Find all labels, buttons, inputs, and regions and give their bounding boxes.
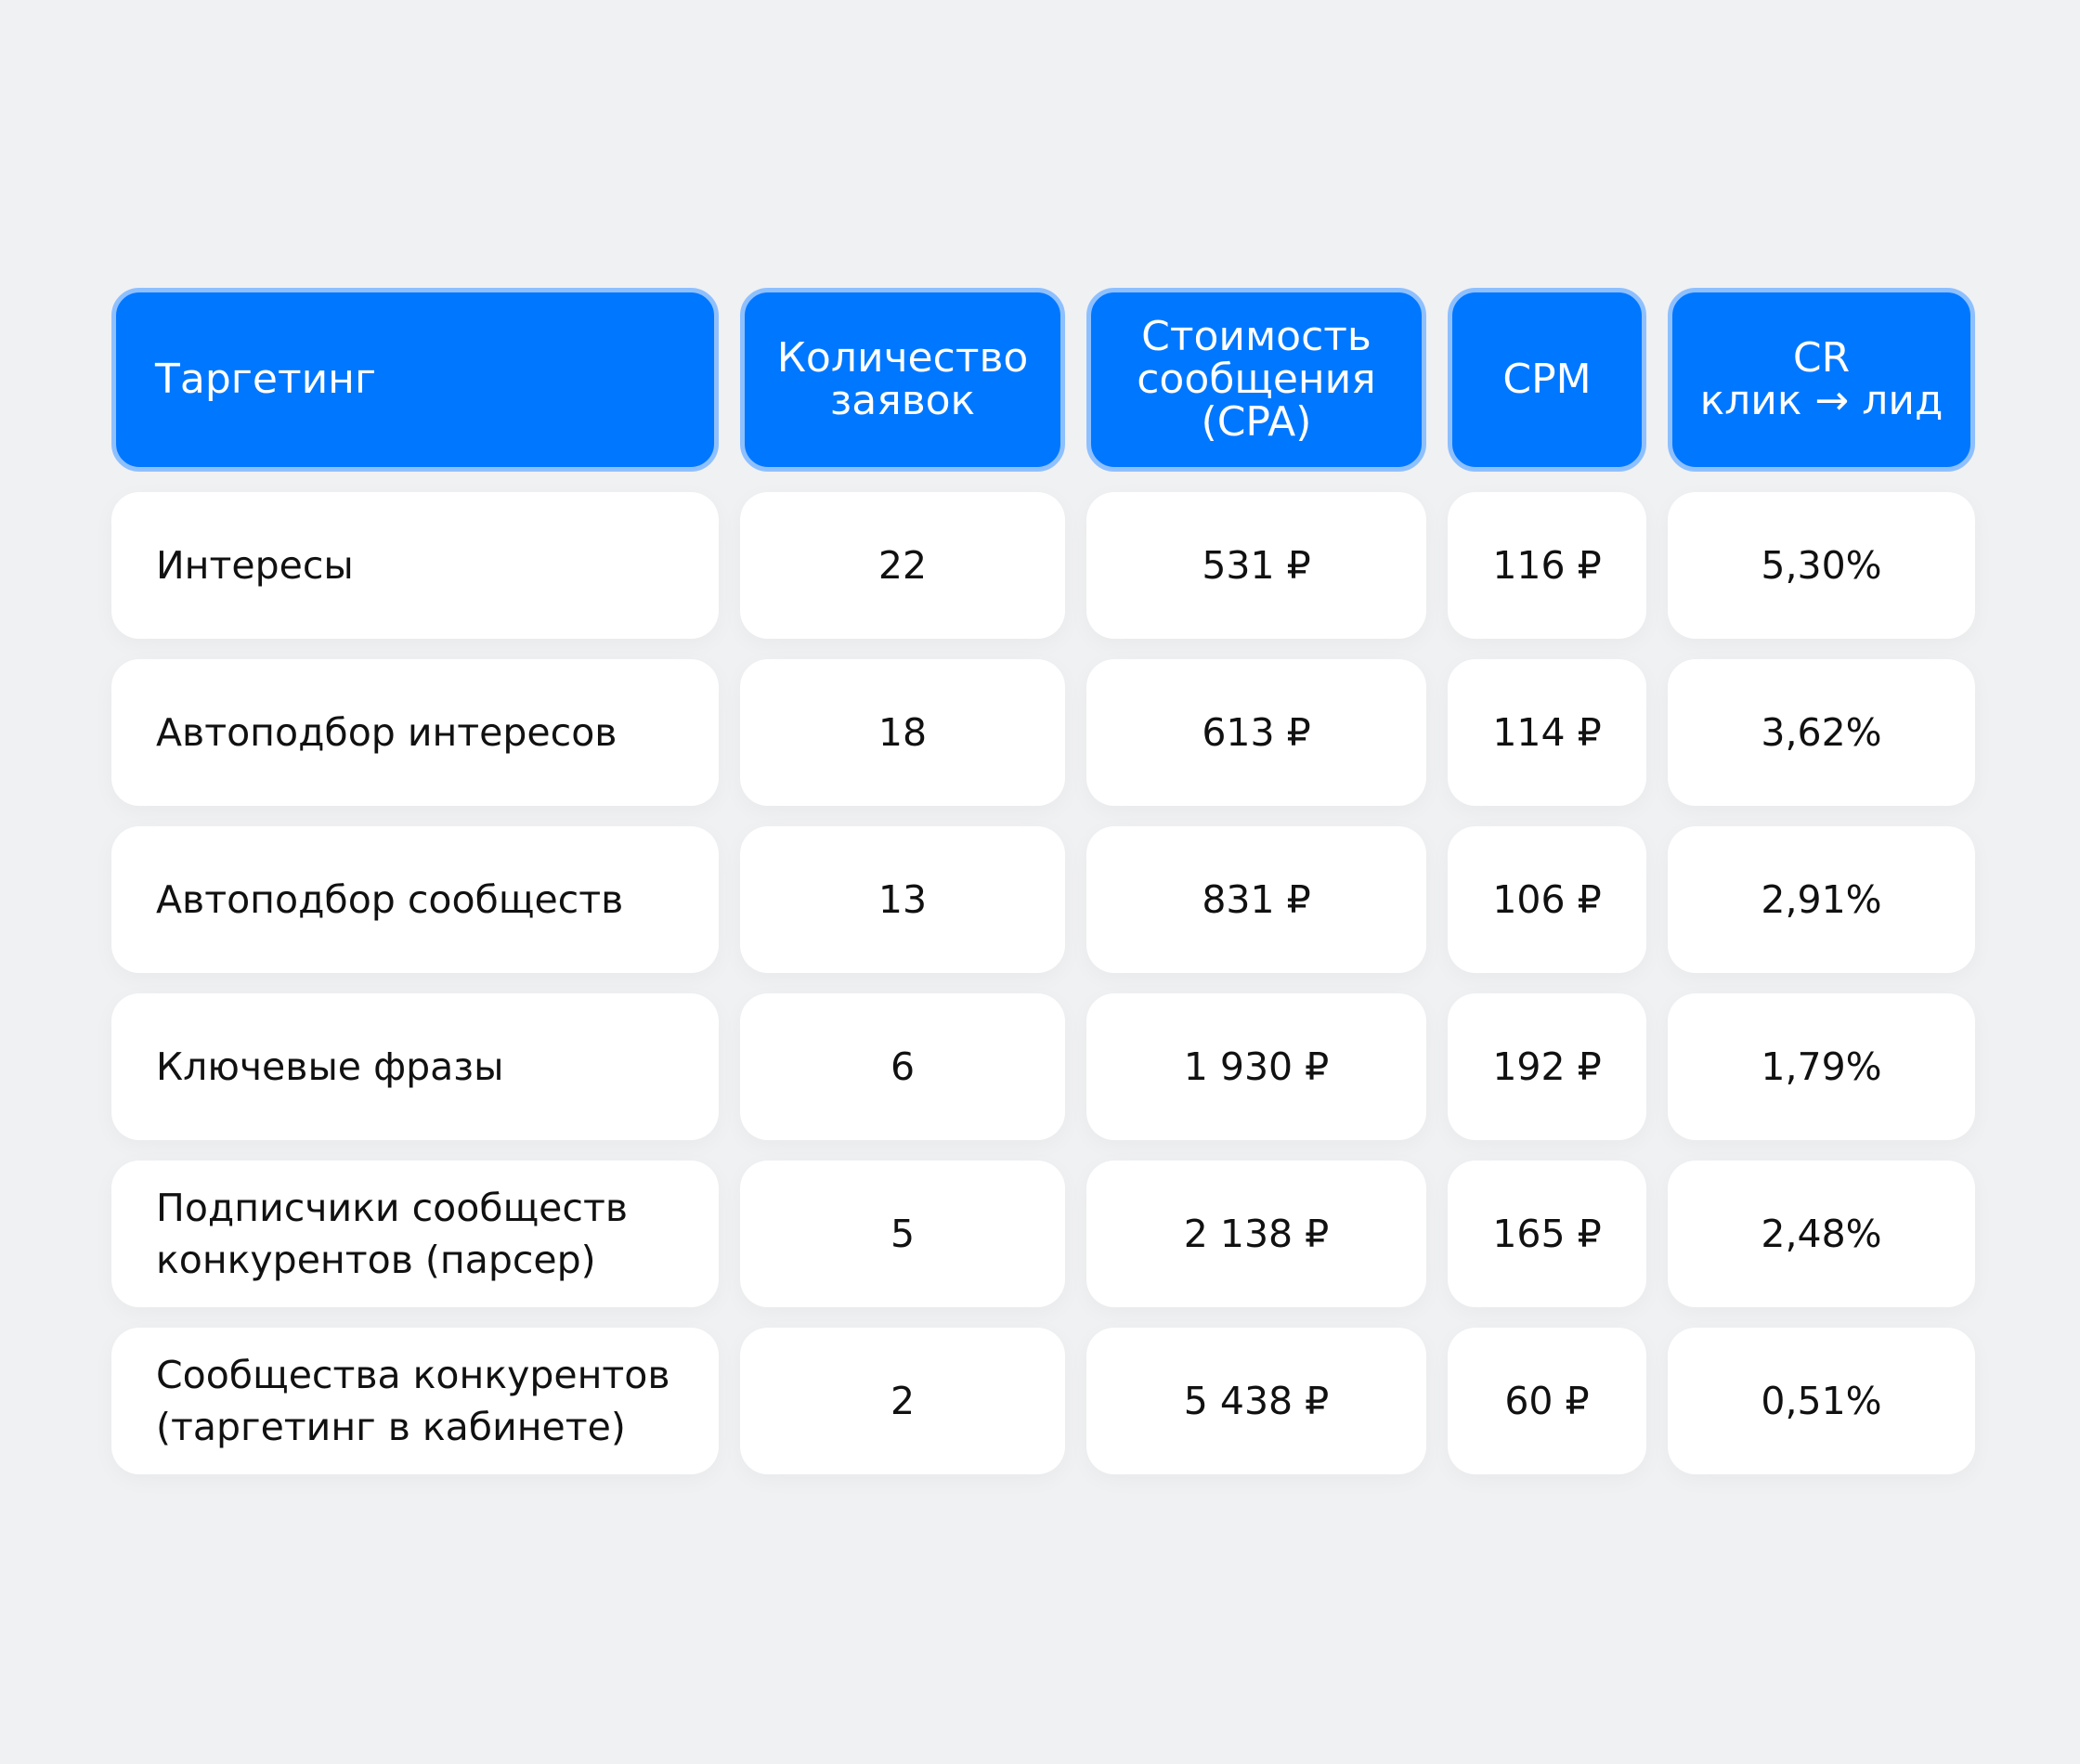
cell-cr: 5,30% — [1668, 492, 1975, 639]
cell-cr: 1,79% — [1668, 993, 1975, 1140]
targeting-comparison-table: Таргетинг Количество заявок Стоимость со… — [111, 288, 1975, 1495]
cell-cpa: 5 438 ₽ — [1086, 1328, 1426, 1474]
cell-leads-count: 18 — [740, 659, 1065, 806]
cell-cr: 3,62% — [1668, 659, 1975, 806]
cell-targeting: Интересы — [111, 492, 719, 639]
cell-cr: 2,91% — [1668, 826, 1975, 973]
cell-cpm: 60 ₽ — [1448, 1328, 1646, 1474]
header-cr-label: CR клик → лид — [1699, 334, 1944, 424]
cell-cpa: 1 930 ₽ — [1086, 993, 1426, 1140]
header-cpm-label: CPM — [1502, 356, 1592, 403]
cell-cr: 2,48% — [1668, 1161, 1975, 1307]
header-leads-count: Количество заявок — [740, 288, 1065, 472]
cell-cpa: 613 ₽ — [1086, 659, 1426, 806]
cell-cpm: 165 ₽ — [1448, 1161, 1646, 1307]
cell-cpa: 531 ₽ — [1086, 492, 1426, 639]
cell-leads-count: 5 — [740, 1161, 1065, 1307]
cell-targeting: Автоподбор сообществ — [111, 826, 719, 973]
cell-targeting: Подписчики сообществ конкурентов (парсер… — [111, 1161, 719, 1307]
cell-leads-count: 13 — [740, 826, 1065, 973]
header-cpa: Стоимость сообщения (CPA) — [1086, 288, 1426, 472]
header-cr: CR клик → лид — [1668, 288, 1975, 472]
cell-cpm: 106 ₽ — [1448, 826, 1646, 973]
cell-targeting: Сообщества конкурентов (таргетинг в каби… — [111, 1328, 719, 1474]
header-leads-count-label: Количество заявок — [776, 334, 1029, 424]
cell-leads-count: 6 — [740, 993, 1065, 1140]
cell-cpm: 114 ₽ — [1448, 659, 1646, 806]
cell-cpa: 2 138 ₽ — [1086, 1161, 1426, 1307]
header-targeting: Таргетинг — [111, 288, 719, 472]
cell-leads-count: 2 — [740, 1328, 1065, 1474]
cell-targeting: Автоподбор интересов — [111, 659, 719, 806]
cell-cpm: 192 ₽ — [1448, 993, 1646, 1140]
cell-cpa: 831 ₽ — [1086, 826, 1426, 973]
cell-cr: 0,51% — [1668, 1328, 1975, 1474]
cell-leads-count: 22 — [740, 492, 1065, 639]
header-targeting-label: Таргетинг — [155, 356, 377, 403]
cell-cpm: 116 ₽ — [1448, 492, 1646, 639]
header-cpa-label: Стоимость сообщения (CPA) — [1137, 313, 1376, 446]
header-cpm: CPM — [1448, 288, 1646, 472]
cell-targeting: Ключевые фразы — [111, 993, 719, 1140]
